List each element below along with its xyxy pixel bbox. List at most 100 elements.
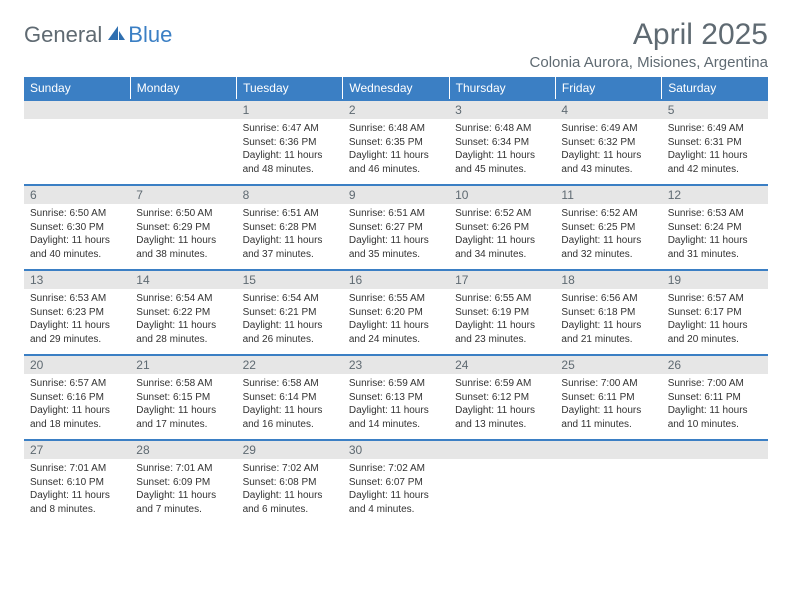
daylight-text: Daylight: 11 hours and 6 minutes. (243, 489, 337, 516)
day-number-cell: 2 (343, 100, 449, 119)
sunset-text: Sunset: 6:30 PM (30, 221, 124, 235)
day-body: Sunrise: 6:53 AMSunset: 6:23 PMDaylight:… (24, 289, 130, 354)
day-body-cell: Sunrise: 6:50 AMSunset: 6:30 PMDaylight:… (24, 204, 130, 270)
day-number-cell (449, 440, 555, 459)
day-number (662, 441, 768, 459)
sunset-text: Sunset: 6:11 PM (668, 391, 762, 405)
day-number: 11 (555, 186, 661, 204)
day-number: 28 (130, 441, 236, 459)
sunrise-text: Sunrise: 6:51 AM (349, 207, 443, 221)
daylight-text: Daylight: 11 hours and 4 minutes. (349, 489, 443, 516)
day-body: Sunrise: 6:48 AMSunset: 6:34 PMDaylight:… (449, 119, 555, 184)
day-body: Sunrise: 6:55 AMSunset: 6:19 PMDaylight:… (449, 289, 555, 354)
day-body: Sunrise: 6:59 AMSunset: 6:13 PMDaylight:… (343, 374, 449, 439)
day-number-row: 27282930 (24, 440, 768, 459)
weekday-header: Friday (555, 77, 661, 100)
day-number: 17 (449, 271, 555, 289)
day-body-row: Sunrise: 7:01 AMSunset: 6:10 PMDaylight:… (24, 459, 768, 524)
daylight-text: Daylight: 11 hours and 26 minutes. (243, 319, 337, 346)
day-number: 30 (343, 441, 449, 459)
daylight-text: Daylight: 11 hours and 23 minutes. (455, 319, 549, 346)
sunset-text: Sunset: 6:17 PM (668, 306, 762, 320)
daylight-text: Daylight: 11 hours and 10 minutes. (668, 404, 762, 431)
sunrise-text: Sunrise: 6:55 AM (455, 292, 549, 306)
daylight-text: Daylight: 11 hours and 40 minutes. (30, 234, 124, 261)
sunset-text: Sunset: 6:22 PM (136, 306, 230, 320)
day-number-cell: 8 (237, 185, 343, 204)
day-body: Sunrise: 6:49 AMSunset: 6:31 PMDaylight:… (662, 119, 768, 184)
daylight-text: Daylight: 11 hours and 48 minutes. (243, 149, 337, 176)
day-number (449, 441, 555, 459)
daylight-text: Daylight: 11 hours and 8 minutes. (30, 489, 124, 516)
day-number-cell: 18 (555, 270, 661, 289)
day-number-cell (555, 440, 661, 459)
day-body-row: Sunrise: 6:57 AMSunset: 6:16 PMDaylight:… (24, 374, 768, 440)
sunrise-text: Sunrise: 6:47 AM (243, 122, 337, 136)
day-body-cell: Sunrise: 7:02 AMSunset: 6:07 PMDaylight:… (343, 459, 449, 524)
day-body-cell (449, 459, 555, 524)
day-body-cell: Sunrise: 6:49 AMSunset: 6:31 PMDaylight:… (662, 119, 768, 185)
day-number: 7 (130, 186, 236, 204)
day-body-cell (555, 459, 661, 524)
weekday-row: Sunday Monday Tuesday Wednesday Thursday… (24, 77, 768, 100)
day-body-cell: Sunrise: 7:00 AMSunset: 6:11 PMDaylight:… (662, 374, 768, 440)
day-number (24, 101, 130, 119)
sunset-text: Sunset: 6:21 PM (243, 306, 337, 320)
day-number: 19 (662, 271, 768, 289)
day-body: Sunrise: 6:55 AMSunset: 6:20 PMDaylight:… (343, 289, 449, 354)
logo-text-blue: Blue (128, 22, 172, 48)
day-number-cell: 12 (662, 185, 768, 204)
day-body: Sunrise: 6:52 AMSunset: 6:26 PMDaylight:… (449, 204, 555, 269)
sunset-text: Sunset: 6:29 PM (136, 221, 230, 235)
day-number-cell: 28 (130, 440, 236, 459)
sunset-text: Sunset: 6:24 PM (668, 221, 762, 235)
day-body: Sunrise: 7:01 AMSunset: 6:09 PMDaylight:… (130, 459, 236, 524)
day-number: 4 (555, 101, 661, 119)
weekday-header: Saturday (662, 77, 768, 100)
sunrise-text: Sunrise: 6:58 AM (136, 377, 230, 391)
day-number (555, 441, 661, 459)
sunrise-text: Sunrise: 6:54 AM (136, 292, 230, 306)
sunset-text: Sunset: 6:36 PM (243, 136, 337, 150)
daylight-text: Daylight: 11 hours and 46 minutes. (349, 149, 443, 176)
day-number-cell: 15 (237, 270, 343, 289)
day-number-cell: 23 (343, 355, 449, 374)
sunrise-text: Sunrise: 6:49 AM (561, 122, 655, 136)
day-number-row: 20212223242526 (24, 355, 768, 374)
sunset-text: Sunset: 6:20 PM (349, 306, 443, 320)
sunset-text: Sunset: 6:35 PM (349, 136, 443, 150)
day-number-cell (130, 100, 236, 119)
sunrise-text: Sunrise: 6:56 AM (561, 292, 655, 306)
day-number (130, 101, 236, 119)
sunset-text: Sunset: 6:07 PM (349, 476, 443, 490)
day-number: 26 (662, 356, 768, 374)
day-number-cell: 4 (555, 100, 661, 119)
weekday-header: Wednesday (343, 77, 449, 100)
sunrise-text: Sunrise: 7:02 AM (349, 462, 443, 476)
day-number-cell: 6 (24, 185, 130, 204)
day-body: Sunrise: 6:54 AMSunset: 6:22 PMDaylight:… (130, 289, 236, 354)
day-body-cell: Sunrise: 6:47 AMSunset: 6:36 PMDaylight:… (237, 119, 343, 185)
day-body: Sunrise: 6:49 AMSunset: 6:32 PMDaylight:… (555, 119, 661, 184)
day-body-cell: Sunrise: 6:52 AMSunset: 6:25 PMDaylight:… (555, 204, 661, 270)
daylight-text: Daylight: 11 hours and 21 minutes. (561, 319, 655, 346)
sunset-text: Sunset: 6:23 PM (30, 306, 124, 320)
day-body (555, 459, 661, 515)
sunset-text: Sunset: 6:08 PM (243, 476, 337, 490)
day-body-cell: Sunrise: 6:54 AMSunset: 6:22 PMDaylight:… (130, 289, 236, 355)
day-number: 12 (662, 186, 768, 204)
sunrise-text: Sunrise: 7:00 AM (668, 377, 762, 391)
day-body: Sunrise: 6:56 AMSunset: 6:18 PMDaylight:… (555, 289, 661, 354)
logo: General Blue (24, 22, 172, 48)
day-number: 10 (449, 186, 555, 204)
day-body: Sunrise: 6:58 AMSunset: 6:15 PMDaylight:… (130, 374, 236, 439)
day-body-cell: Sunrise: 6:50 AMSunset: 6:29 PMDaylight:… (130, 204, 236, 270)
day-number: 29 (237, 441, 343, 459)
day-body (130, 119, 236, 175)
day-body-cell: Sunrise: 6:48 AMSunset: 6:35 PMDaylight:… (343, 119, 449, 185)
day-number: 1 (237, 101, 343, 119)
header: General Blue April 2025 Colonia Aurora, … (24, 18, 768, 71)
day-body-cell: Sunrise: 6:54 AMSunset: 6:21 PMDaylight:… (237, 289, 343, 355)
sunset-text: Sunset: 6:27 PM (349, 221, 443, 235)
day-body-cell: Sunrise: 6:58 AMSunset: 6:15 PMDaylight:… (130, 374, 236, 440)
